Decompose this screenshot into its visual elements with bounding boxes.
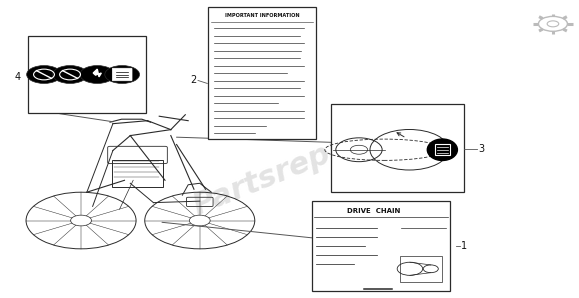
Bar <box>331 104 464 192</box>
Text: 3: 3 <box>478 144 485 154</box>
Bar <box>400 256 442 282</box>
Ellipse shape <box>427 139 457 160</box>
Bar <box>208 7 316 139</box>
Circle shape <box>80 66 115 83</box>
Circle shape <box>105 66 140 83</box>
Text: DRIVE  CHAIN: DRIVE CHAIN <box>347 208 401 214</box>
Text: 1: 1 <box>461 241 467 251</box>
Bar <box>28 36 146 113</box>
Text: IMPORTANT INFORMATION: IMPORTANT INFORMATION <box>225 13 299 18</box>
Text: 2: 2 <box>190 75 197 86</box>
Circle shape <box>53 66 87 83</box>
Polygon shape <box>93 69 101 77</box>
FancyBboxPatch shape <box>112 68 132 81</box>
Bar <box>435 145 450 155</box>
Bar <box>312 201 450 291</box>
Circle shape <box>27 66 61 83</box>
Text: Partsrepublik: Partsrepublik <box>189 107 413 221</box>
Text: 4: 4 <box>14 72 20 83</box>
